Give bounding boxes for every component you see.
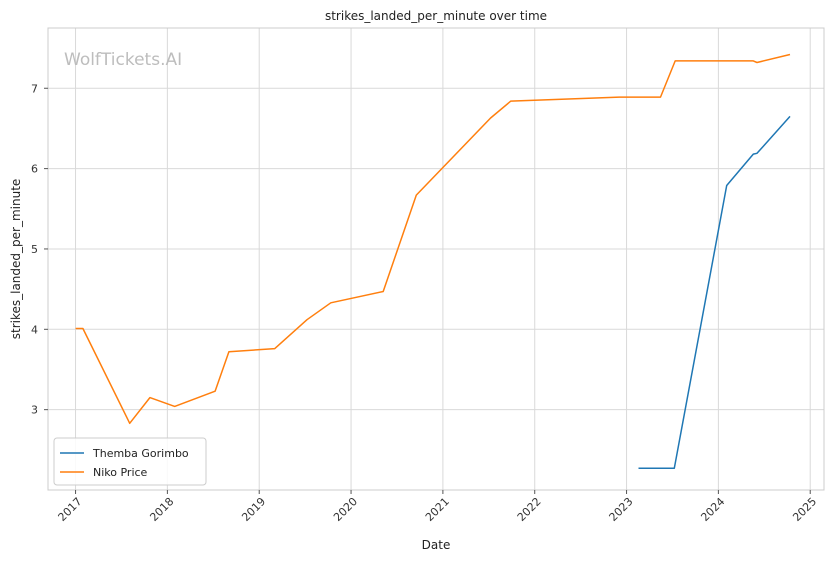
x-axis-ticks: 2017 2018 2019 2020 2021 2022 2023 2024 2025 xyxy=(56,490,819,524)
legend: Themba Gorimbo Niko Price xyxy=(53,437,207,486)
x-axis-label: Date xyxy=(422,538,451,552)
legend-box xyxy=(53,437,207,486)
y-tick-label: 4 xyxy=(31,323,38,336)
y-tick-label: 7 xyxy=(31,82,38,95)
y-axis-ticks: 3 4 5 6 7 xyxy=(31,82,48,417)
legend-label-niko-price: Niko Price xyxy=(93,466,148,479)
legend-label-themba-gorimbo: Themba Gorimbo xyxy=(92,447,189,460)
series-lines xyxy=(75,53,791,470)
y-tick-label: 5 xyxy=(31,243,38,256)
series-line-themba-gorimbo xyxy=(638,115,791,470)
plot-area-frame xyxy=(47,27,825,491)
watermark: WolfTickets.AI xyxy=(64,50,182,70)
series-line-niko-price xyxy=(75,53,791,425)
grid xyxy=(48,28,824,490)
y-tick-label: 6 xyxy=(31,163,38,176)
chart-title: strikes_landed_per_minute over time xyxy=(325,9,547,23)
y-tick-label: 3 xyxy=(31,404,38,417)
y-axis-label: strikes_landed_per_minute xyxy=(9,179,23,340)
